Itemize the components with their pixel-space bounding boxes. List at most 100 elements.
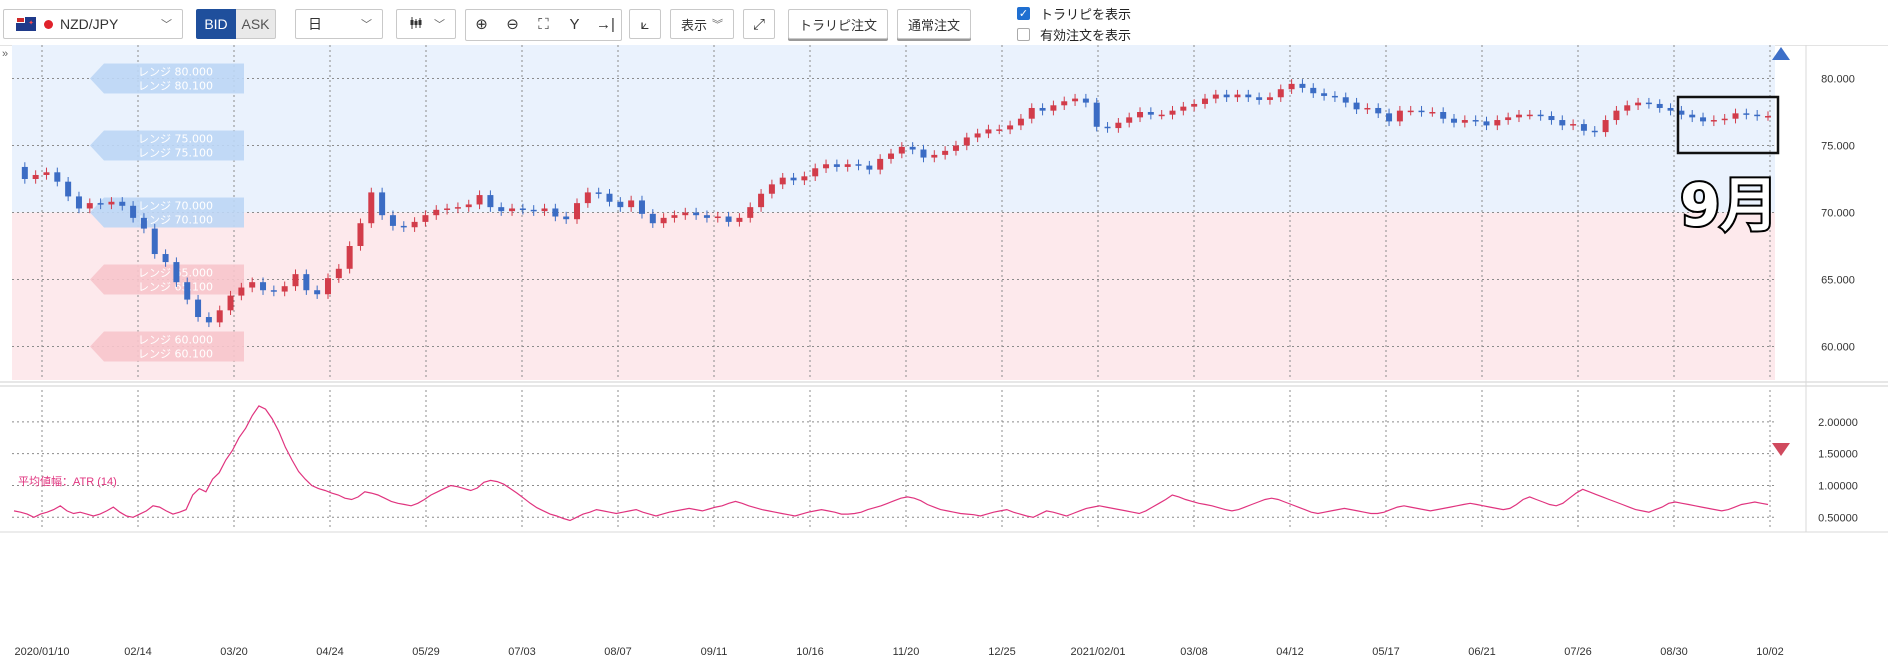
candle-body [682,212,689,216]
range-zone-lower [12,212,1775,380]
show-active-orders-label: 有効注文を表示 [1040,28,1132,43]
candle-body [1418,110,1425,113]
fit-icon[interactable]: ⛶ [538,15,549,33]
x-tick-label: 09/11 [701,646,728,658]
candle-body [1526,114,1533,117]
normal-order-button[interactable]: 通常注文 [897,9,972,39]
candle-body [1017,118,1024,126]
candle-body [54,172,61,182]
candle-body [465,204,472,208]
month-annotation: 9月 [1678,171,1780,239]
x-tick-label: 04/12 [1276,646,1304,658]
candle-body [346,246,353,269]
candle-body [985,129,992,134]
candle-body [888,153,894,159]
currency-pair-select[interactable]: NZD/JPY ﹀ [3,9,183,39]
candle-body [1667,107,1674,111]
candle-body [1721,118,1728,121]
candle-body [801,176,808,181]
september-highlight-box [1676,95,1780,155]
candle-body [65,181,72,197]
bid-button[interactable]: BID [196,9,236,39]
candle-body [1039,107,1046,111]
x-tick-label: 05/29 [412,646,440,658]
candle-body [86,203,93,209]
candle-body [1126,117,1133,123]
range-label-text: レンジ 75.100 [138,147,213,160]
candle-body [877,158,884,170]
chart-type-select[interactable]: ﹀ [396,9,456,39]
expand-button[interactable]: ⤢ [743,9,775,39]
candle-body [996,129,1003,131]
range-label-text: レンジ 80.100 [138,80,213,93]
candle-body [1505,117,1512,121]
scroll-up-triangle-icon[interactable] [1772,47,1790,60]
candle-body [140,217,147,229]
x-tick-label: 08/07 [604,646,632,658]
chevron-down-icon: ﹀ [361,19,372,31]
candle-body [1591,130,1598,133]
x-tick-label: 03/08 [1180,646,1208,658]
candle-body [1342,97,1349,103]
candle-body [162,254,169,263]
candle-body [1169,110,1176,115]
candle-body [1007,125,1014,130]
candle-body [1201,98,1208,104]
candle-body [227,295,234,311]
show-active-orders-checkbox[interactable]: 有効注文を表示 [1017,25,1131,44]
candle-body [1624,105,1631,111]
cursor-mode-icon[interactable]: Y [569,15,580,33]
candle-body [1331,95,1338,98]
candle-body [898,146,905,154]
candle-body [736,217,743,222]
jump-latest-icon[interactable]: →| [596,15,615,33]
candle-body [119,201,126,206]
y-tick-label: 70.000 [1821,208,1855,220]
zoom-out-icon[interactable]: ⊖ [506,16,519,33]
x-tick-label: 04/24 [316,646,344,658]
candle-body [519,208,526,210]
atr-y-tick-label: 1.00000 [1818,480,1858,492]
period-select[interactable]: 日 ﹀ [295,9,383,39]
candle-body [357,223,364,246]
candle-body [1234,94,1241,98]
candle-body [238,287,245,296]
candle-body [1364,107,1371,110]
candle-body [314,290,321,295]
candle-body [1451,118,1458,123]
candle-body [400,225,407,228]
checkbox-empty-icon [1017,28,1030,41]
candle-body [595,192,602,194]
add-indicator-button[interactable]: ⟀ [629,9,661,39]
candle-body [1028,107,1035,119]
show-trailpip-checkbox[interactable]: ✓ トラリピを表示 [1017,4,1131,23]
panel-expand-icon[interactable]: » [2,48,9,60]
zoom-in-icon[interactable]: ⊕ [475,16,488,33]
nz-flag-icon [16,17,36,31]
candle-body [292,274,299,287]
candle-body [693,212,700,216]
trailpip-order-button[interactable]: トラリピ注文 [788,9,889,39]
candle-body [1082,98,1089,103]
candle-body [649,213,656,224]
candle-body [1461,120,1468,123]
candle-body [1137,112,1144,118]
candle-body [130,205,137,218]
candle-body [389,215,396,226]
candle-body [281,286,288,292]
scroll-down-triangle-icon[interactable] [1772,443,1790,456]
candle-body [1765,116,1771,118]
candle-body [498,207,505,212]
y-tick-label: 80.000 [1821,74,1855,86]
chart-canvas[interactable]: 80.000 75.000 70.000 65.000 60.000 レンジ 80.000… [0,45,1888,667]
display-menu-button[interactable]: 表示 ︾ [670,9,734,39]
candle-body [1277,89,1284,98]
candle-body [216,310,223,323]
ask-button[interactable]: ASK [236,9,276,39]
candle-body [942,150,949,155]
atr-y-tick-label: 1.50000 [1818,449,1858,461]
candle-body [974,133,981,138]
candle-body [1266,97,1273,100]
chevron-down-icon: ﹀ [434,19,445,31]
y-tick-label: 60.000 [1821,342,1855,354]
